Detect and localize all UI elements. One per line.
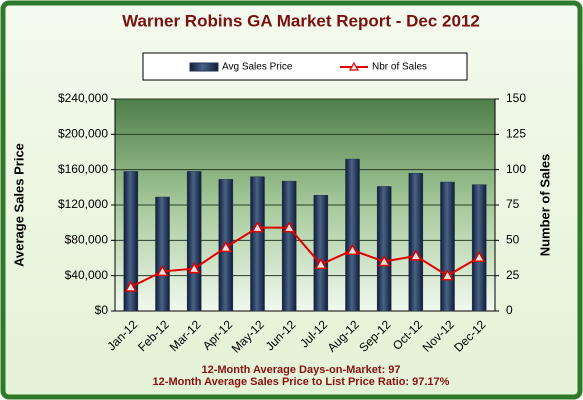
y-tick-label: $80,000 bbox=[65, 233, 109, 247]
bar bbox=[345, 158, 360, 312]
bar bbox=[376, 186, 392, 312]
marker bbox=[124, 280, 138, 292]
marker bbox=[251, 221, 264, 233]
marker bbox=[219, 240, 233, 253]
legend-marker bbox=[348, 61, 360, 71]
legend-label: Avg Sales Price bbox=[222, 62, 293, 73]
bar bbox=[281, 180, 297, 312]
y2-tick-label: 125 bbox=[506, 127, 526, 141]
annotation: 12-Month Average Days-on-Market: 97 bbox=[201, 364, 400, 376]
y2-tick-label: 25 bbox=[506, 268, 520, 282]
bar bbox=[250, 176, 265, 312]
bar bbox=[123, 171, 139, 312]
y-tick-label: $200,000 bbox=[58, 127, 108, 141]
annotation: 12-Month Average Sales Price to List Pri… bbox=[153, 376, 450, 388]
y-tick-label: $0 bbox=[95, 303, 109, 317]
marker bbox=[314, 257, 328, 270]
marker bbox=[472, 250, 486, 263]
marker bbox=[282, 221, 296, 233]
y2-tick-label: 0 bbox=[506, 303, 513, 317]
y2-tick-label: 150 bbox=[506, 91, 526, 105]
y-axis-label: Average Sales Price bbox=[11, 143, 26, 267]
y-tick-label: $40,000 bbox=[65, 268, 109, 282]
y-tick-label: $160,000 bbox=[58, 162, 108, 176]
y2-axis-label: Number of Sales bbox=[537, 154, 552, 257]
y-tick-label: $120,000 bbox=[58, 197, 108, 211]
marker bbox=[409, 249, 423, 261]
bar bbox=[155, 196, 170, 312]
marker bbox=[156, 264, 169, 277]
marker bbox=[377, 254, 391, 267]
bar bbox=[471, 184, 487, 312]
y2-tick-label: 75 bbox=[506, 197, 520, 211]
bar bbox=[313, 195, 329, 312]
legend-swatch bbox=[189, 62, 219, 72]
marker bbox=[346, 243, 359, 255]
chart-title: Warner Robins GA Market Report - Dec 201… bbox=[122, 11, 480, 30]
marker bbox=[187, 262, 201, 274]
marker bbox=[441, 269, 454, 281]
bar bbox=[408, 172, 424, 312]
y2-tick-label: 50 bbox=[506, 233, 520, 247]
y-tick-label: $240,000 bbox=[58, 91, 108, 105]
legend-label: Nbr of Sales bbox=[372, 62, 427, 73]
y2-tick-label: 100 bbox=[506, 162, 526, 176]
bar bbox=[440, 181, 455, 312]
bar bbox=[186, 171, 202, 312]
